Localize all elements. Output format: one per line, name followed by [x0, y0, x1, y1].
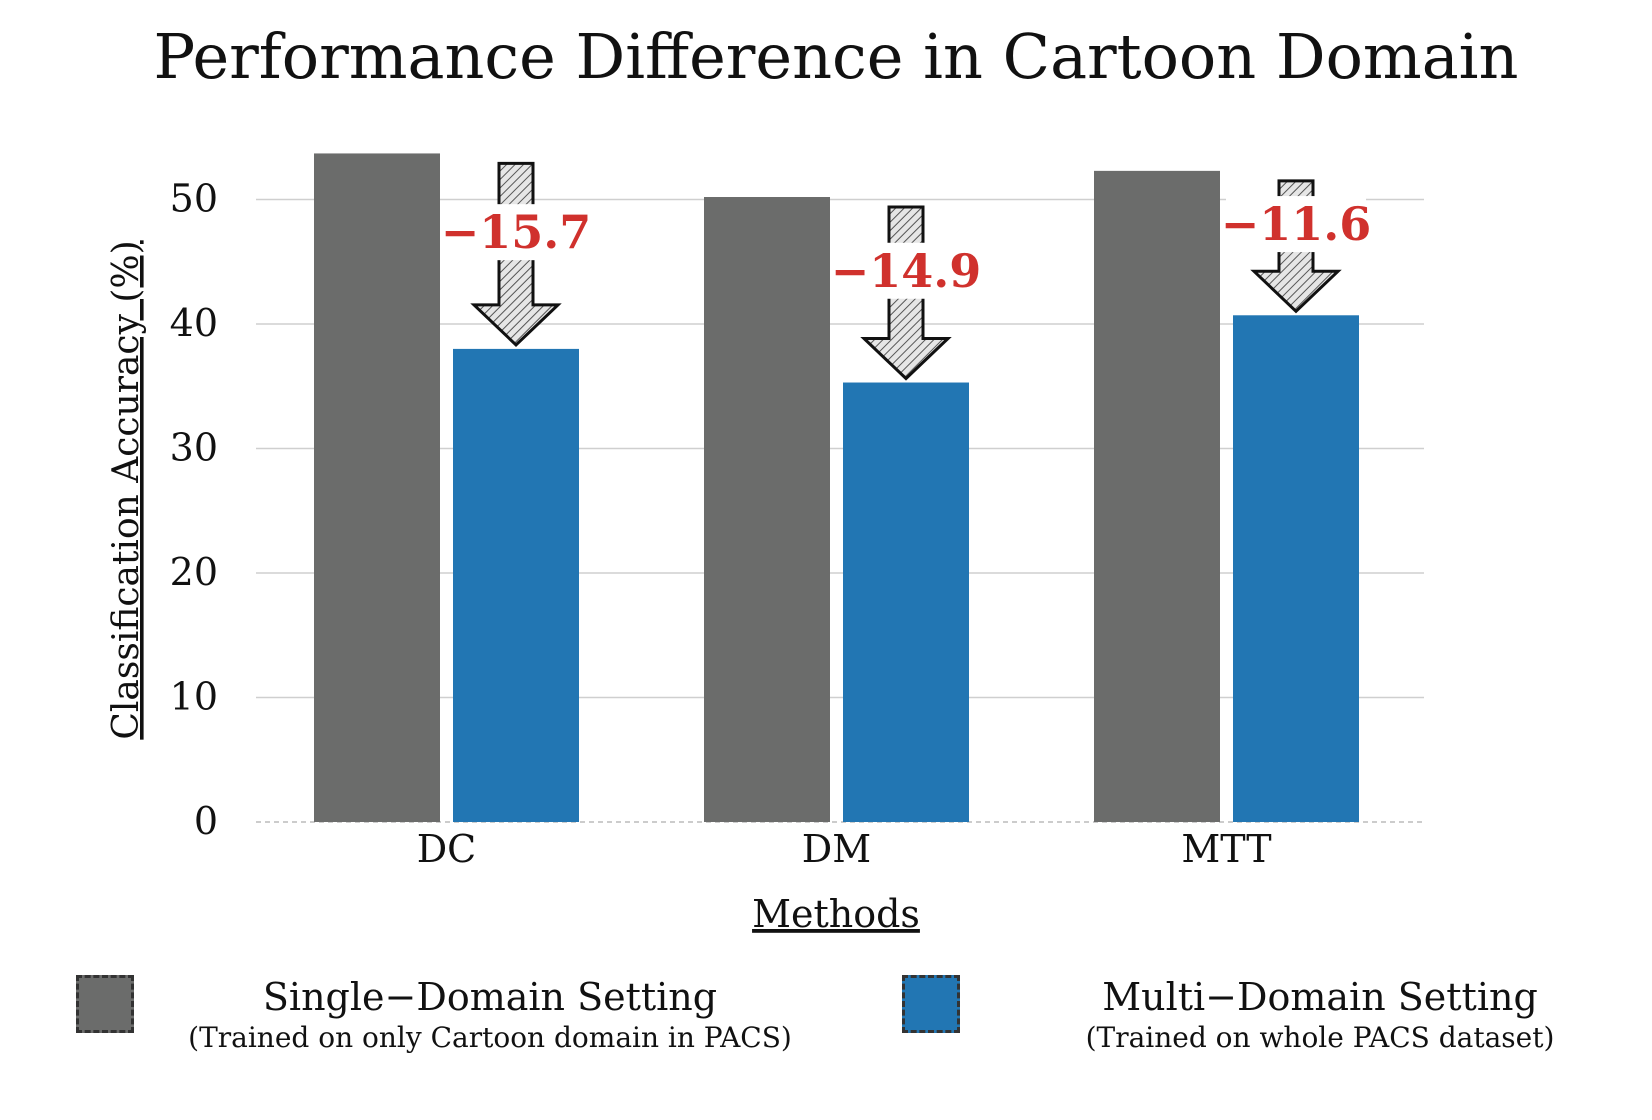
x-tick-label-dm: DM	[802, 827, 871, 871]
drop-label-backdrop-mtt	[1226, 196, 1366, 253]
drop-label-backdrop-dc	[446, 204, 586, 261]
bar-dm-single-domain	[704, 197, 830, 822]
bar-mtt-multi-domain	[1233, 315, 1359, 822]
y-tick-label-50: 50	[170, 177, 218, 221]
legend-label-single-domain: Single−Domain Setting	[262, 975, 718, 1019]
chart-title: Performance Difference in Cartoon Domain	[154, 20, 1519, 93]
y-tick-label-40: 40	[170, 301, 218, 345]
y-tick-labels: 0 10 20 30 40 50	[170, 177, 218, 844]
legend-sublabel-single-domain: (Trained on only Cartoon domain in PACS)	[188, 1021, 792, 1054]
legend-sublabel-multi-domain: (Trained on whole PACS dataset)	[1085, 1021, 1555, 1054]
drop-label-mtt: −11.6	[1221, 197, 1372, 251]
bar-mtt-single-domain	[1094, 170, 1220, 823]
x-axis-label: Methods	[752, 892, 920, 936]
legend-swatch-single-domain	[76, 975, 134, 1033]
y-tick-label-20: 20	[170, 550, 218, 594]
bar-dc-multi-domain	[453, 348, 579, 822]
y-tick-label-30: 30	[170, 426, 218, 470]
drop-label-dc: −15.7	[441, 205, 592, 259]
legend-label-multi-domain: Multi−Domain Setting	[1102, 975, 1538, 1019]
x-tick-labels: DC DM MTT	[417, 827, 1272, 871]
bars	[314, 153, 1359, 823]
y-tick-label-10: 10	[170, 675, 218, 719]
legend-swatch-multi-domain	[902, 975, 960, 1033]
bar-dc-single-domain	[314, 153, 440, 822]
x-tick-label-mtt: MTT	[1181, 827, 1271, 871]
x-tick-label-dc: DC	[417, 827, 477, 871]
y-axis-label: Classification Accuracy (%)	[106, 240, 147, 739]
drop-label-backdrop-dm	[836, 242, 976, 299]
drop-arrows: −15.7 −14.9 −11.6	[441, 161, 1372, 381]
y-tick-label-0: 0	[194, 799, 218, 843]
bar-dm-multi-domain	[843, 382, 969, 822]
drop-label-dm: −14.9	[831, 244, 982, 298]
